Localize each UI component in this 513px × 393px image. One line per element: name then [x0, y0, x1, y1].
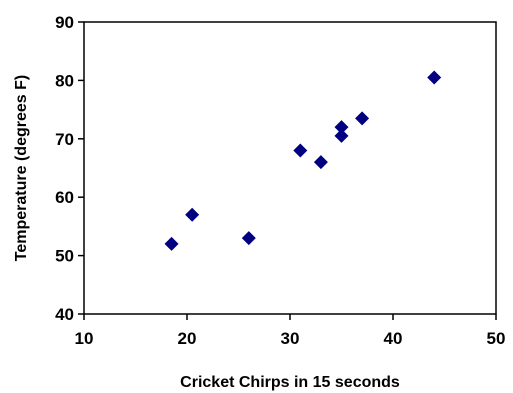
x-axis-title: Cricket Chirps in 15 seconds [180, 374, 400, 391]
x-tick-label: 50 [487, 329, 506, 348]
data-point-diamond [293, 143, 308, 158]
y-tick-label: 60 [55, 188, 74, 207]
data-point-diamond [241, 231, 256, 246]
y-axis-ticks: 40 50 60 70 80 90 [55, 13, 84, 324]
data-points [164, 70, 442, 251]
data-point-diamond [427, 70, 442, 85]
y-tick-label: 90 [55, 13, 74, 32]
y-axis-title: Temperature (degrees F) [13, 75, 30, 261]
y-tick-label: 40 [55, 305, 74, 324]
data-point-diamond [334, 128, 349, 143]
plot-area [83, 21, 497, 315]
y-tick-label: 50 [55, 247, 74, 266]
y-tick-label: 70 [55, 130, 74, 149]
x-tick-label: 30 [281, 329, 300, 348]
data-point-diamond [164, 236, 179, 251]
data-point-diamond [334, 120, 349, 135]
data-point-diamond [313, 155, 328, 170]
data-point-diamond [185, 207, 200, 222]
x-tick-label: 10 [75, 329, 94, 348]
x-tick-label: 20 [178, 329, 197, 348]
data-point-diamond [355, 111, 370, 126]
x-tick-label: 40 [384, 329, 403, 348]
y-tick-label: 80 [55, 71, 74, 90]
x-axis-ticks: 10 20 30 40 50 [75, 314, 506, 348]
